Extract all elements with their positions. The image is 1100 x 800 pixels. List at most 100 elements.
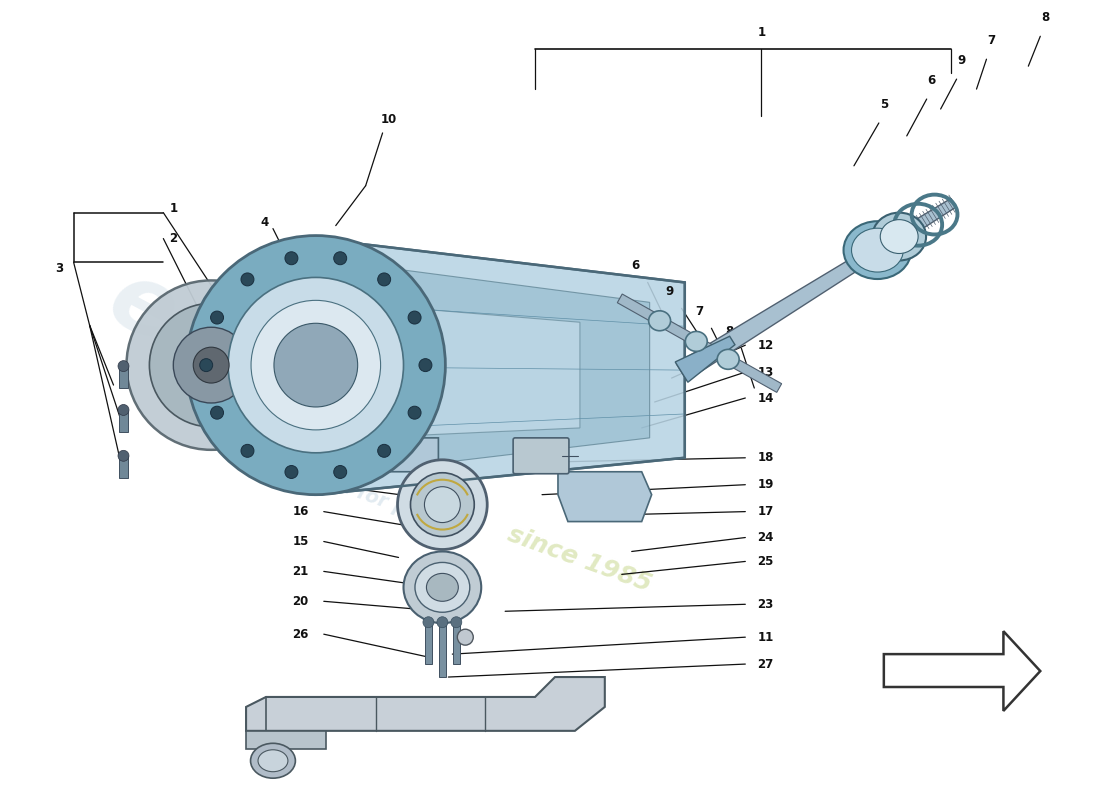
- Polygon shape: [246, 677, 605, 731]
- Ellipse shape: [427, 574, 459, 602]
- Polygon shape: [316, 258, 650, 478]
- Text: a passion for parts: a passion for parts: [250, 446, 451, 534]
- Text: 7: 7: [695, 306, 704, 318]
- Polygon shape: [119, 366, 128, 388]
- Circle shape: [241, 273, 254, 286]
- Circle shape: [458, 630, 473, 645]
- Polygon shape: [316, 238, 684, 494]
- Text: 20: 20: [293, 594, 309, 608]
- Text: b: b: [329, 343, 432, 457]
- Text: 21: 21: [293, 565, 309, 578]
- Circle shape: [410, 473, 474, 537]
- Circle shape: [285, 466, 298, 478]
- Polygon shape: [425, 622, 432, 664]
- Circle shape: [408, 406, 421, 419]
- Circle shape: [377, 444, 390, 458]
- Text: 25: 25: [293, 451, 309, 464]
- Circle shape: [118, 450, 129, 462]
- Text: 23: 23: [757, 598, 773, 610]
- Polygon shape: [316, 300, 580, 440]
- Text: 16: 16: [293, 505, 309, 518]
- Polygon shape: [617, 294, 782, 392]
- Text: 15: 15: [293, 535, 309, 548]
- Ellipse shape: [717, 350, 739, 370]
- Ellipse shape: [415, 562, 470, 612]
- Circle shape: [425, 486, 460, 522]
- Circle shape: [285, 252, 298, 265]
- Ellipse shape: [685, 331, 707, 351]
- Circle shape: [150, 303, 273, 427]
- Ellipse shape: [404, 551, 481, 623]
- Text: 25: 25: [757, 555, 773, 568]
- Polygon shape: [439, 622, 447, 677]
- Text: 11: 11: [757, 630, 773, 644]
- Ellipse shape: [880, 220, 918, 254]
- Circle shape: [118, 405, 129, 415]
- Text: 4: 4: [261, 216, 270, 229]
- Polygon shape: [119, 410, 128, 432]
- Text: euro: euro: [92, 253, 350, 448]
- Circle shape: [126, 281, 296, 450]
- Text: 6: 6: [631, 259, 640, 273]
- Text: 19: 19: [757, 478, 773, 491]
- FancyBboxPatch shape: [513, 438, 569, 474]
- Circle shape: [174, 327, 249, 403]
- Polygon shape: [246, 731, 326, 749]
- Circle shape: [333, 252, 346, 265]
- Circle shape: [422, 617, 433, 628]
- Text: 12: 12: [757, 338, 773, 352]
- Text: 26: 26: [293, 628, 309, 641]
- Text: 1: 1: [169, 202, 177, 215]
- Text: 7: 7: [988, 34, 996, 47]
- Circle shape: [200, 358, 212, 371]
- Text: 14: 14: [757, 391, 773, 405]
- Polygon shape: [119, 456, 128, 478]
- Text: 17: 17: [757, 505, 773, 518]
- Circle shape: [210, 406, 223, 419]
- Text: 2: 2: [169, 232, 177, 245]
- Ellipse shape: [251, 743, 296, 778]
- Text: 8: 8: [725, 326, 734, 338]
- Circle shape: [333, 466, 346, 478]
- Text: since 1985: since 1985: [505, 522, 656, 597]
- Circle shape: [437, 617, 448, 628]
- Polygon shape: [676, 198, 956, 381]
- Circle shape: [194, 347, 229, 383]
- Circle shape: [408, 311, 421, 324]
- Polygon shape: [883, 631, 1041, 711]
- Circle shape: [397, 460, 487, 550]
- Text: 18: 18: [757, 451, 773, 464]
- Circle shape: [241, 444, 254, 458]
- Text: 8: 8: [1041, 11, 1049, 24]
- Ellipse shape: [851, 228, 903, 272]
- Circle shape: [210, 311, 223, 324]
- Ellipse shape: [872, 213, 926, 261]
- Text: 6: 6: [927, 74, 936, 87]
- Text: 24: 24: [293, 426, 309, 438]
- Text: 27: 27: [757, 658, 773, 670]
- Polygon shape: [452, 622, 460, 664]
- Polygon shape: [355, 438, 439, 472]
- Circle shape: [118, 361, 129, 371]
- Circle shape: [419, 358, 432, 371]
- Ellipse shape: [649, 311, 671, 330]
- Circle shape: [377, 273, 390, 286]
- Circle shape: [228, 278, 404, 453]
- Circle shape: [274, 323, 358, 407]
- Text: 5: 5: [880, 98, 888, 111]
- Text: 1: 1: [757, 26, 766, 39]
- Ellipse shape: [258, 750, 288, 772]
- Text: 24: 24: [757, 531, 773, 544]
- Circle shape: [251, 300, 381, 430]
- Polygon shape: [558, 472, 651, 522]
- Polygon shape: [675, 336, 735, 382]
- Text: 22: 22: [293, 478, 309, 491]
- Circle shape: [451, 617, 462, 628]
- Text: 9: 9: [957, 54, 966, 67]
- Circle shape: [186, 235, 446, 494]
- Text: 3: 3: [56, 262, 64, 275]
- Text: 9: 9: [666, 286, 673, 298]
- Text: 13: 13: [757, 366, 773, 378]
- Ellipse shape: [844, 222, 911, 279]
- Text: 10: 10: [381, 113, 397, 126]
